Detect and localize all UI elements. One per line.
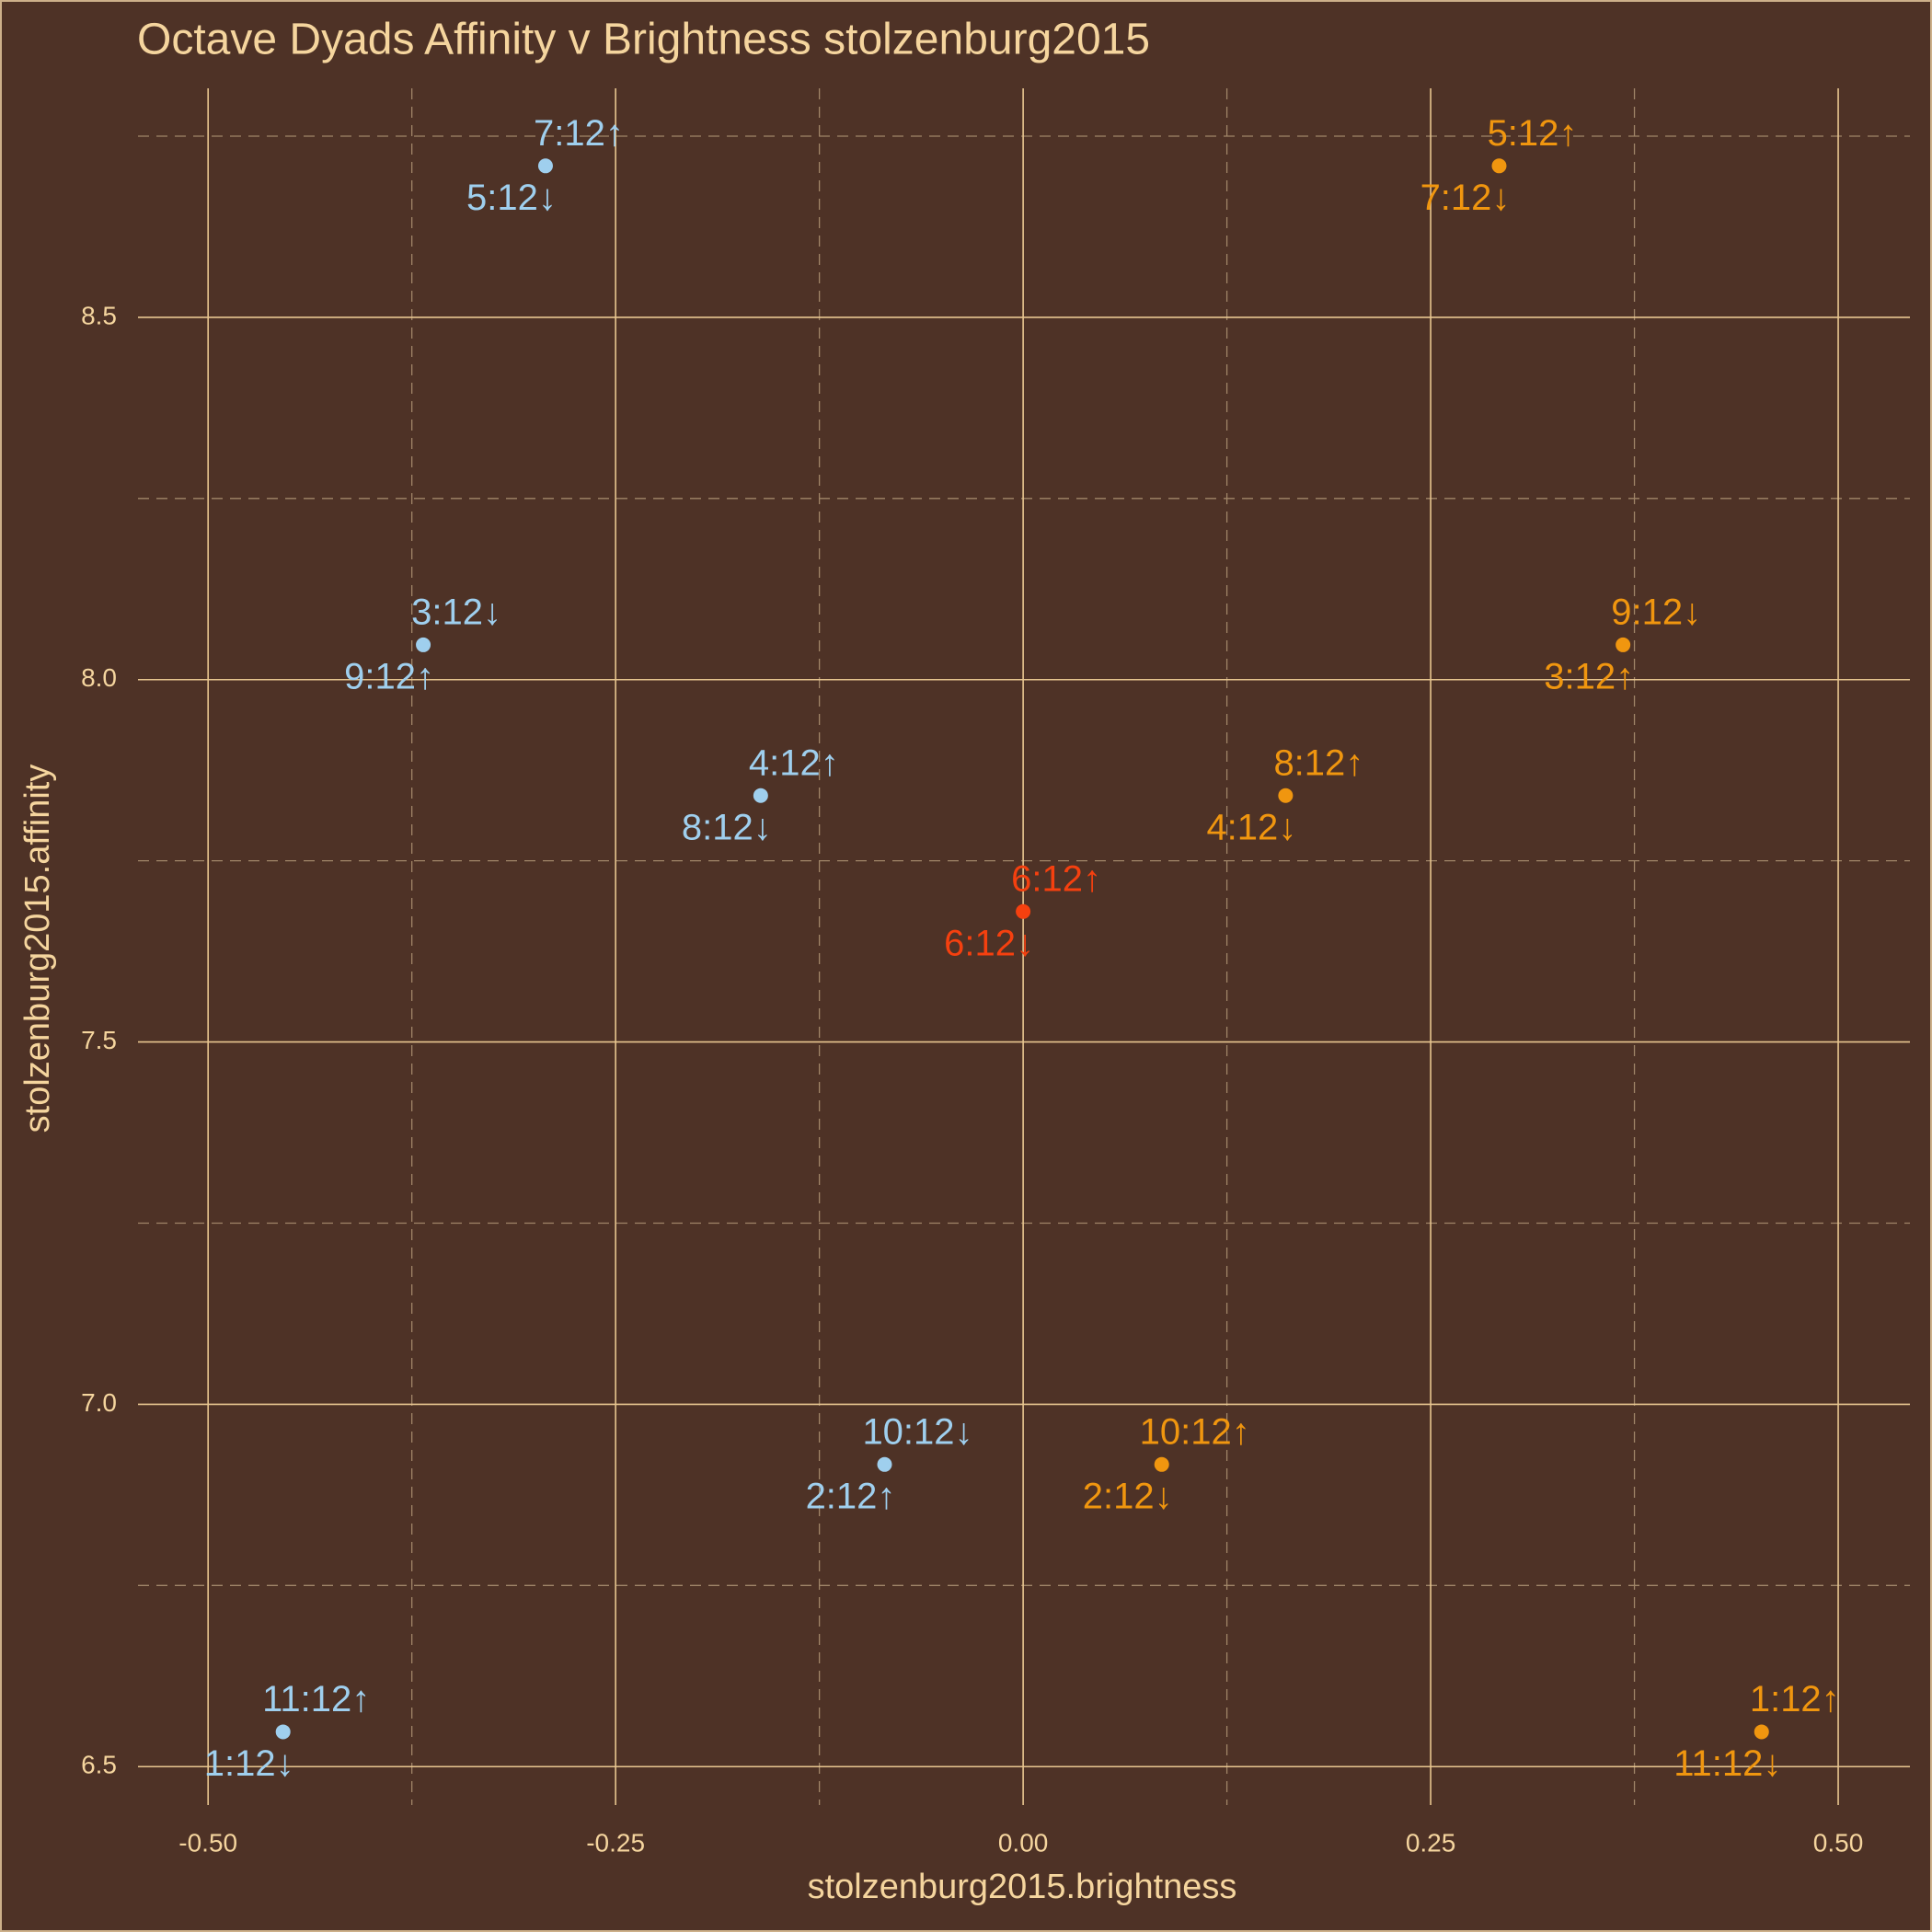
point-label: 6:12↑: [1011, 858, 1101, 899]
point: [275, 1724, 291, 1740]
point-label: 1:12↓: [204, 1743, 294, 1784]
point-label: 2:12↑: [806, 1476, 896, 1516]
point-label: 4:12↑: [749, 742, 839, 783]
point-label: 9:12↓: [1611, 592, 1701, 632]
point-label: 7:12↑: [534, 113, 624, 154]
point: [1154, 1456, 1169, 1472]
point-label: 3:12↑: [1544, 656, 1634, 696]
point-label: 5:12↑: [1488, 113, 1578, 154]
point: [1016, 903, 1031, 919]
y-tick-label: 7.0: [81, 1388, 117, 1417]
point: [1491, 158, 1507, 174]
y-tick-label: 8.5: [81, 301, 117, 329]
x-tick-label: 0.50: [1813, 1828, 1864, 1857]
x-tick-label: -0.25: [586, 1828, 645, 1857]
point-label: 2:12↓: [1083, 1476, 1173, 1516]
point-label: 10:12↓: [862, 1411, 972, 1452]
x-tick-label: -0.50: [178, 1828, 237, 1857]
chart-title: Octave Dyads Affinity v Brightness stolz…: [137, 16, 1150, 64]
point-label: 6:12↓: [944, 923, 1034, 963]
point-label: 7:12↓: [1420, 178, 1511, 218]
point-label: 3:12↓: [411, 592, 501, 632]
point-label: 4:12↓: [1206, 807, 1296, 847]
x-axis-title: stolzenburg2015.brightness: [808, 1868, 1237, 1906]
point: [877, 1456, 892, 1472]
point-label: 5:12↓: [466, 178, 557, 218]
y-tick-label: 8.0: [81, 663, 117, 692]
x-tick-label: 0.00: [998, 1828, 1049, 1857]
point: [753, 788, 768, 803]
point-label: 8:12↓: [682, 807, 772, 847]
point: [416, 637, 431, 652]
point: [1754, 1724, 1769, 1740]
point-label: 9:12↑: [344, 656, 434, 696]
point: [537, 158, 553, 174]
point: [1278, 788, 1294, 803]
y-axis-title: stolzenburg2015.affinity: [18, 765, 57, 1133]
point-label: 10:12↑: [1140, 1411, 1250, 1452]
point-label: 11:12↓: [1673, 1743, 1781, 1784]
point-label: 8:12↑: [1273, 742, 1363, 783]
y-tick-label: 6.5: [81, 1751, 117, 1779]
y-tick-label: 7.5: [81, 1026, 117, 1054]
point-label: 1:12↑: [1750, 1679, 1840, 1719]
point-label: 11:12↑: [262, 1679, 370, 1719]
x-tick-label: 0.25: [1406, 1828, 1456, 1857]
point: [1616, 637, 1631, 652]
